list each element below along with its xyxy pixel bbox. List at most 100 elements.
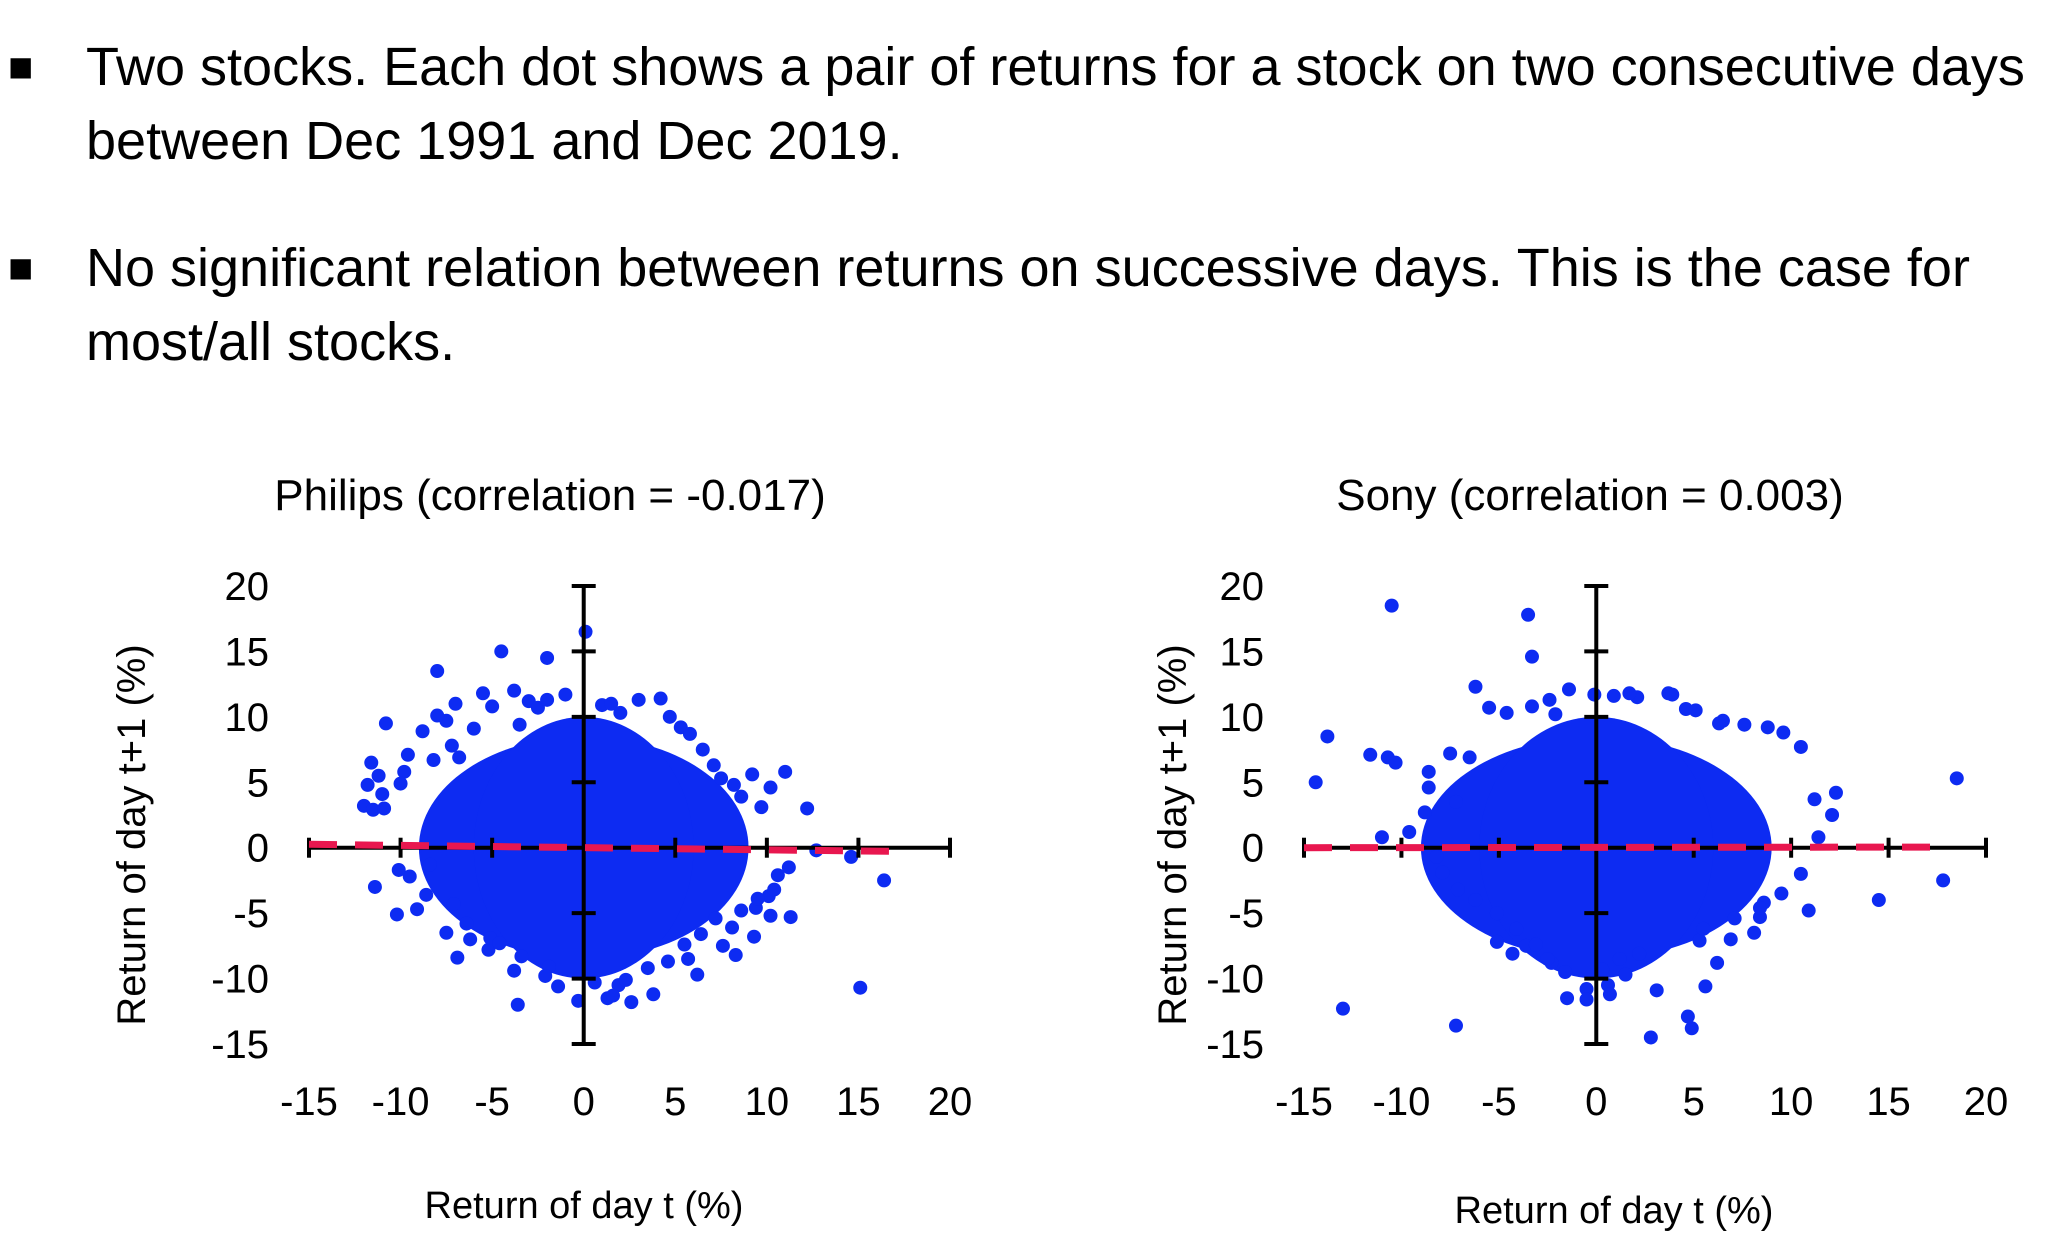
scatter-point xyxy=(415,724,430,739)
scatter-point xyxy=(624,995,639,1010)
scatter-point xyxy=(410,902,425,917)
scatter-point xyxy=(378,716,393,731)
scatter-point xyxy=(606,988,621,1003)
scatter-point xyxy=(1692,933,1707,948)
y-tick-label: -10 xyxy=(1206,958,1264,1002)
scatter-point xyxy=(1462,750,1477,765)
scatter-point xyxy=(1320,729,1335,744)
y-tick-label: -15 xyxy=(211,1023,269,1067)
scatter-point xyxy=(613,705,628,720)
scatter-point xyxy=(767,882,782,897)
scatter-point xyxy=(660,954,675,969)
scatter-point xyxy=(745,767,760,782)
scatter-point xyxy=(770,868,785,883)
scatter-point xyxy=(681,951,696,966)
x-tick-label: -5 xyxy=(474,1080,510,1124)
scatter-point xyxy=(452,750,467,765)
points-group xyxy=(1308,598,1964,1045)
scatter-point xyxy=(1727,911,1742,926)
square-bullet-icon: ■ xyxy=(8,244,34,291)
y-tick-label: -5 xyxy=(233,892,269,936)
scatter-point xyxy=(540,650,555,665)
scatter-point xyxy=(1936,873,1951,888)
scatter-point xyxy=(1871,893,1886,908)
scatter-point xyxy=(540,692,555,707)
scatter-point xyxy=(360,777,375,792)
scatter-point xyxy=(1612,951,1627,966)
scatter-point xyxy=(677,937,692,952)
scatter-point xyxy=(1528,937,1543,952)
scatter-point xyxy=(1443,746,1458,761)
scatter-point xyxy=(1468,679,1483,694)
scatter-point xyxy=(1776,725,1791,740)
square-bullet-icon: ■ xyxy=(8,43,34,90)
scatter-point xyxy=(781,860,796,875)
chart-title: Philips (correlation = -0.017) xyxy=(274,471,825,520)
y-axis-label: Return of day t+1 (%) xyxy=(1151,644,1195,1025)
scatter-point xyxy=(763,780,778,795)
scatter-point xyxy=(1448,1018,1463,1033)
scatter-point xyxy=(475,686,490,701)
scatter-point xyxy=(510,997,525,1012)
scatter-point xyxy=(1548,707,1563,722)
x-tick-label: -5 xyxy=(1481,1080,1517,1124)
scatter-point xyxy=(1710,955,1725,970)
scatter-point xyxy=(1723,932,1738,947)
scatter-point xyxy=(1560,991,1575,1006)
y-axis-label: Return of day t+1 (%) xyxy=(110,644,154,1025)
scatter-point xyxy=(1606,688,1621,703)
scatter-point xyxy=(463,932,478,947)
scatter-point xyxy=(512,717,527,732)
scatter-point xyxy=(1489,934,1504,949)
sony-scatter-chart: Sony (correlation = 0.003) -15 -10 -5 0 5 10 15… xyxy=(1151,471,2008,1232)
scatter-point xyxy=(507,683,522,698)
scatter-point xyxy=(1643,1030,1658,1045)
scatter-point xyxy=(877,873,892,888)
scatter-point xyxy=(1712,716,1727,731)
scatter-point xyxy=(459,916,474,931)
scatter-point xyxy=(662,709,677,724)
y-tick-label: -10 xyxy=(211,958,269,1002)
x-tick-label: -10 xyxy=(372,1080,430,1124)
scatter-point xyxy=(1468,893,1483,908)
scatter-point xyxy=(734,903,749,918)
x-tick-label: -10 xyxy=(1373,1080,1431,1124)
scatter-point xyxy=(1579,982,1594,997)
scatter-point xyxy=(853,980,868,995)
y-tick-label: -15 xyxy=(1206,1023,1264,1067)
scatter-point xyxy=(1602,987,1617,1002)
y-tick-label: 0 xyxy=(1242,827,1264,871)
scatter-point xyxy=(514,949,529,964)
scatter-point xyxy=(715,938,730,953)
scatter-point xyxy=(430,708,445,723)
scatter-point xyxy=(448,696,463,711)
scatter-point xyxy=(1489,906,1504,921)
scatter-point xyxy=(439,925,454,940)
y-tick-label: 5 xyxy=(1242,761,1264,805)
scatter-point xyxy=(778,764,793,779)
trend-line xyxy=(308,840,896,855)
scatter-point xyxy=(1811,830,1826,845)
scatter-point xyxy=(695,742,710,757)
scatter-point xyxy=(1542,692,1557,707)
y-tick-label: -5 xyxy=(1228,892,1264,936)
trend-line xyxy=(1303,843,1948,852)
scatter-point xyxy=(1801,903,1816,918)
scatter-point xyxy=(1622,686,1637,701)
scatter-point xyxy=(364,755,379,770)
scatter-point xyxy=(389,907,404,922)
scatter-point xyxy=(1524,699,1539,714)
scatter-point xyxy=(1540,951,1555,966)
scatter-point xyxy=(631,692,646,707)
scatter-point xyxy=(1579,992,1594,1007)
scatter-point xyxy=(377,801,392,816)
scatter-point xyxy=(1793,739,1808,754)
y-tick-label: 15 xyxy=(1220,630,1265,674)
scatter-point xyxy=(450,950,465,965)
x-tick-label: 10 xyxy=(1769,1080,1814,1124)
scatter-point xyxy=(690,967,705,982)
scatter-point xyxy=(1698,979,1713,994)
x-axis-label: Return of day t (%) xyxy=(425,1185,744,1227)
scatter-point xyxy=(444,738,459,753)
scatter-point xyxy=(1558,965,1573,980)
